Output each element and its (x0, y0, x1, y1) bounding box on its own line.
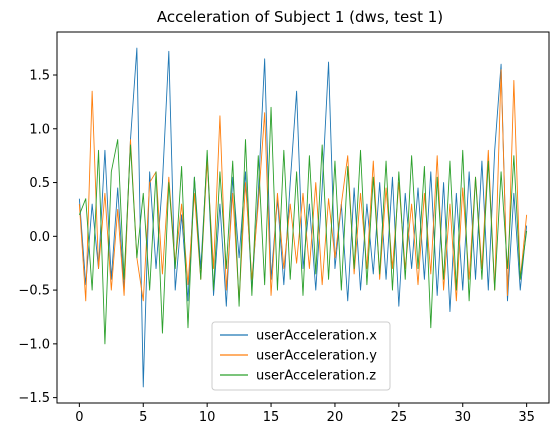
chart-title: Acceleration of Subject 1 (dws, test 1) (157, 8, 443, 26)
series-line-useracceleration-z (78, 106, 528, 345)
x-axis: 0 5 10 15 20 25 30 35 (75, 403, 535, 425)
series-line-useracceleration-y (78, 69, 528, 302)
y-tick-label: −1.0 (18, 337, 50, 352)
legend-label: userAcceleration.z (256, 369, 376, 384)
x-tick-label: 25 (391, 410, 408, 425)
y-tick-label: 1.0 (29, 122, 50, 137)
legend: userAcceleration.x userAcceleration.y user… (211, 321, 391, 391)
y-tick-label: 1.5 (29, 69, 50, 84)
x-tick-label: 10 (199, 410, 216, 425)
y-tick-label: −0.5 (18, 284, 50, 299)
y-axis: −1.5 −1.0 −0.5 0.0 0.5 1.0 1.5 (18, 69, 57, 406)
series-layer (78, 47, 528, 388)
y-tick-label: −1.5 (18, 391, 50, 406)
legend-label: userAcceleration.y (256, 349, 377, 364)
x-tick-label: 35 (518, 410, 535, 425)
plot-frame (56, 31, 550, 404)
legend-label: userAcceleration.x (256, 329, 377, 344)
x-tick-label: 5 (139, 410, 147, 425)
x-tick-label: 0 (75, 410, 83, 425)
x-tick-label: 30 (454, 410, 471, 425)
legend-box (211, 321, 391, 391)
y-tick-label: 0.5 (29, 176, 50, 191)
x-tick-label: 15 (263, 410, 280, 425)
y-tick-label: 0.0 (29, 230, 50, 245)
series-line-useracceleration-x (78, 47, 528, 388)
x-tick-label: 20 (327, 410, 344, 425)
